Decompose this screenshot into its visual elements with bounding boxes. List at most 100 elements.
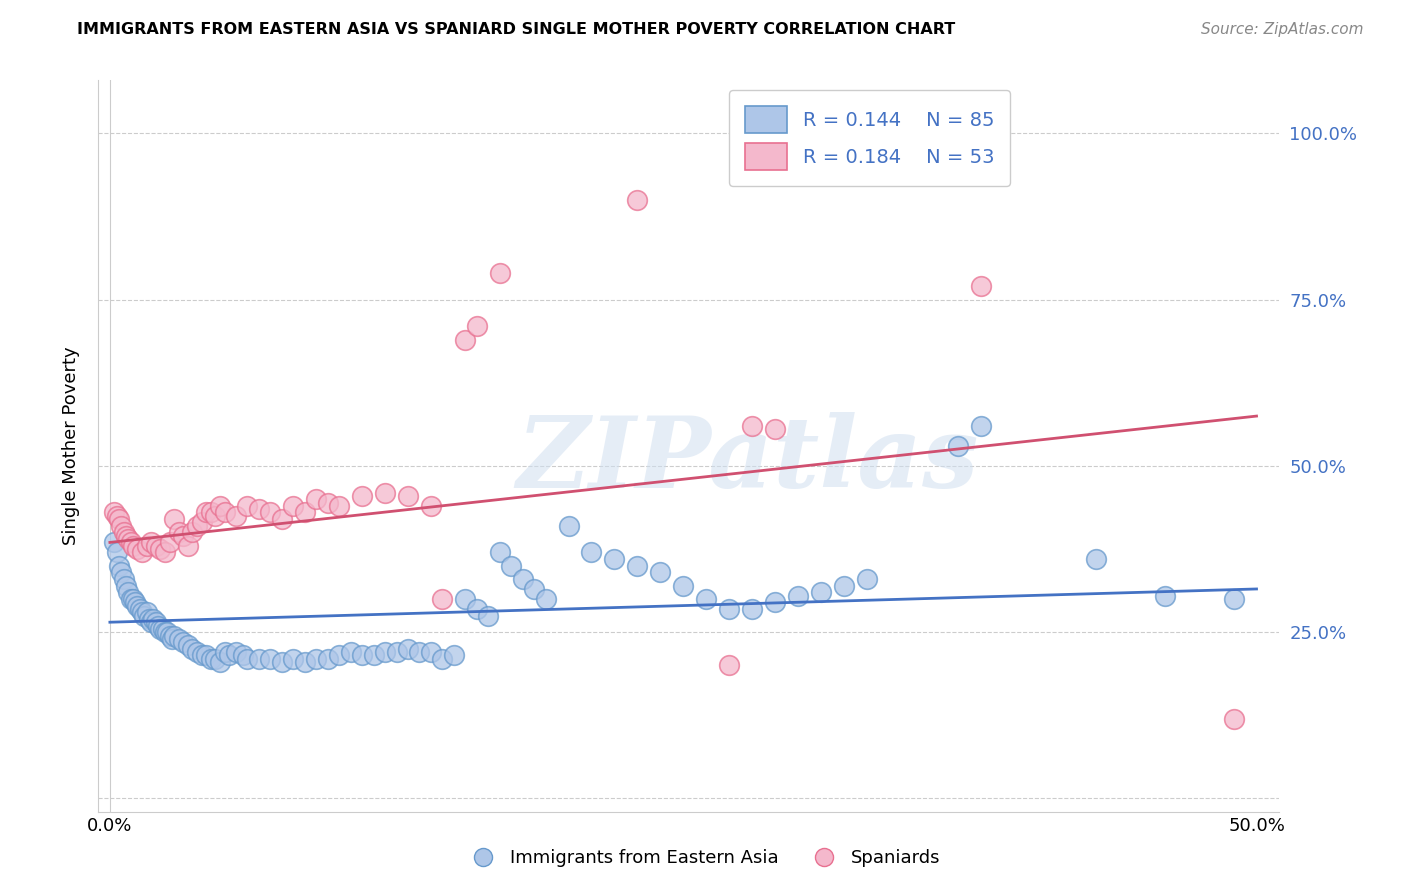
Point bbox=[200, 652, 222, 666]
Point bbox=[146, 618, 169, 632]
Text: IMMIGRANTS FROM EASTERN ASIA VS SPANIARD SINGLE MOTHER POVERTY CORRELATION CHART: IMMIGRANTS FROM EASTERN ASIA VS SPANIARD… bbox=[77, 22, 956, 37]
Point bbox=[153, 545, 176, 559]
Point bbox=[970, 419, 993, 434]
Point bbox=[339, 645, 361, 659]
Point bbox=[741, 419, 763, 434]
Point bbox=[626, 193, 648, 207]
Point bbox=[177, 539, 200, 553]
Point bbox=[247, 652, 270, 666]
Point bbox=[363, 648, 385, 663]
Point bbox=[454, 591, 477, 606]
Point bbox=[247, 502, 270, 516]
Point bbox=[374, 485, 396, 500]
Point bbox=[603, 552, 626, 566]
Point bbox=[1222, 591, 1244, 606]
Point bbox=[855, 572, 877, 586]
Point bbox=[115, 579, 138, 593]
Point bbox=[108, 512, 131, 526]
Point bbox=[214, 506, 236, 520]
Point bbox=[581, 545, 603, 559]
Point bbox=[135, 539, 157, 553]
Point bbox=[948, 439, 970, 453]
Point bbox=[110, 518, 132, 533]
Text: Source: ZipAtlas.com: Source: ZipAtlas.com bbox=[1201, 22, 1364, 37]
Point bbox=[181, 641, 204, 656]
Point bbox=[120, 591, 142, 606]
Text: ZIPatlas: ZIPatlas bbox=[517, 412, 979, 508]
Point bbox=[105, 508, 128, 523]
Point bbox=[626, 558, 648, 573]
Point bbox=[352, 648, 374, 663]
Point bbox=[121, 591, 143, 606]
Point bbox=[316, 652, 339, 666]
Point bbox=[443, 648, 465, 663]
Point bbox=[142, 612, 165, 626]
Point bbox=[167, 632, 190, 646]
Point bbox=[141, 615, 163, 630]
Point bbox=[225, 645, 247, 659]
Point bbox=[108, 558, 131, 573]
Point bbox=[172, 635, 194, 649]
Point bbox=[117, 585, 139, 599]
Point bbox=[134, 608, 156, 623]
Point bbox=[127, 542, 149, 557]
Point bbox=[501, 558, 523, 573]
Point bbox=[763, 595, 786, 609]
Point bbox=[208, 655, 231, 669]
Point bbox=[159, 535, 181, 549]
Point bbox=[432, 652, 454, 666]
Point bbox=[408, 645, 430, 659]
Point bbox=[374, 645, 396, 659]
Point bbox=[141, 535, 163, 549]
Point bbox=[112, 525, 135, 540]
Point bbox=[283, 499, 305, 513]
Point bbox=[186, 645, 208, 659]
Point bbox=[124, 595, 146, 609]
Point bbox=[718, 658, 741, 673]
Point bbox=[218, 648, 240, 663]
Point bbox=[195, 648, 218, 663]
Legend: Immigrants from Eastern Asia, Spaniards: Immigrants from Eastern Asia, Spaniards bbox=[458, 842, 948, 874]
Point bbox=[105, 545, 128, 559]
Point bbox=[128, 602, 150, 616]
Point bbox=[145, 615, 167, 630]
Point bbox=[103, 506, 125, 520]
Point bbox=[177, 639, 200, 653]
Point bbox=[135, 605, 157, 619]
Point bbox=[1222, 712, 1244, 726]
Point bbox=[225, 508, 247, 523]
Point bbox=[103, 535, 125, 549]
Point bbox=[650, 566, 672, 580]
Y-axis label: Single Mother Poverty: Single Mother Poverty bbox=[62, 347, 80, 545]
Point bbox=[465, 602, 488, 616]
Point bbox=[695, 591, 717, 606]
Point bbox=[190, 648, 212, 663]
Point bbox=[145, 539, 167, 553]
Point bbox=[149, 622, 172, 636]
Point bbox=[1085, 552, 1108, 566]
Point bbox=[131, 545, 153, 559]
Point bbox=[127, 599, 149, 613]
Point bbox=[204, 652, 226, 666]
Point bbox=[167, 525, 190, 540]
Point bbox=[160, 632, 183, 646]
Point bbox=[232, 648, 254, 663]
Point bbox=[810, 585, 832, 599]
Point bbox=[741, 602, 763, 616]
Point bbox=[477, 608, 499, 623]
Point bbox=[214, 645, 236, 659]
Point bbox=[385, 645, 408, 659]
Point bbox=[283, 652, 305, 666]
Point bbox=[328, 648, 350, 663]
Point bbox=[305, 492, 328, 507]
Point bbox=[110, 566, 132, 580]
Point bbox=[396, 489, 419, 503]
Point bbox=[294, 655, 316, 669]
Point bbox=[432, 591, 454, 606]
Point bbox=[454, 333, 477, 347]
Point bbox=[117, 532, 139, 546]
Point bbox=[259, 506, 281, 520]
Point bbox=[152, 622, 174, 636]
Point bbox=[328, 499, 350, 513]
Point bbox=[190, 516, 212, 530]
